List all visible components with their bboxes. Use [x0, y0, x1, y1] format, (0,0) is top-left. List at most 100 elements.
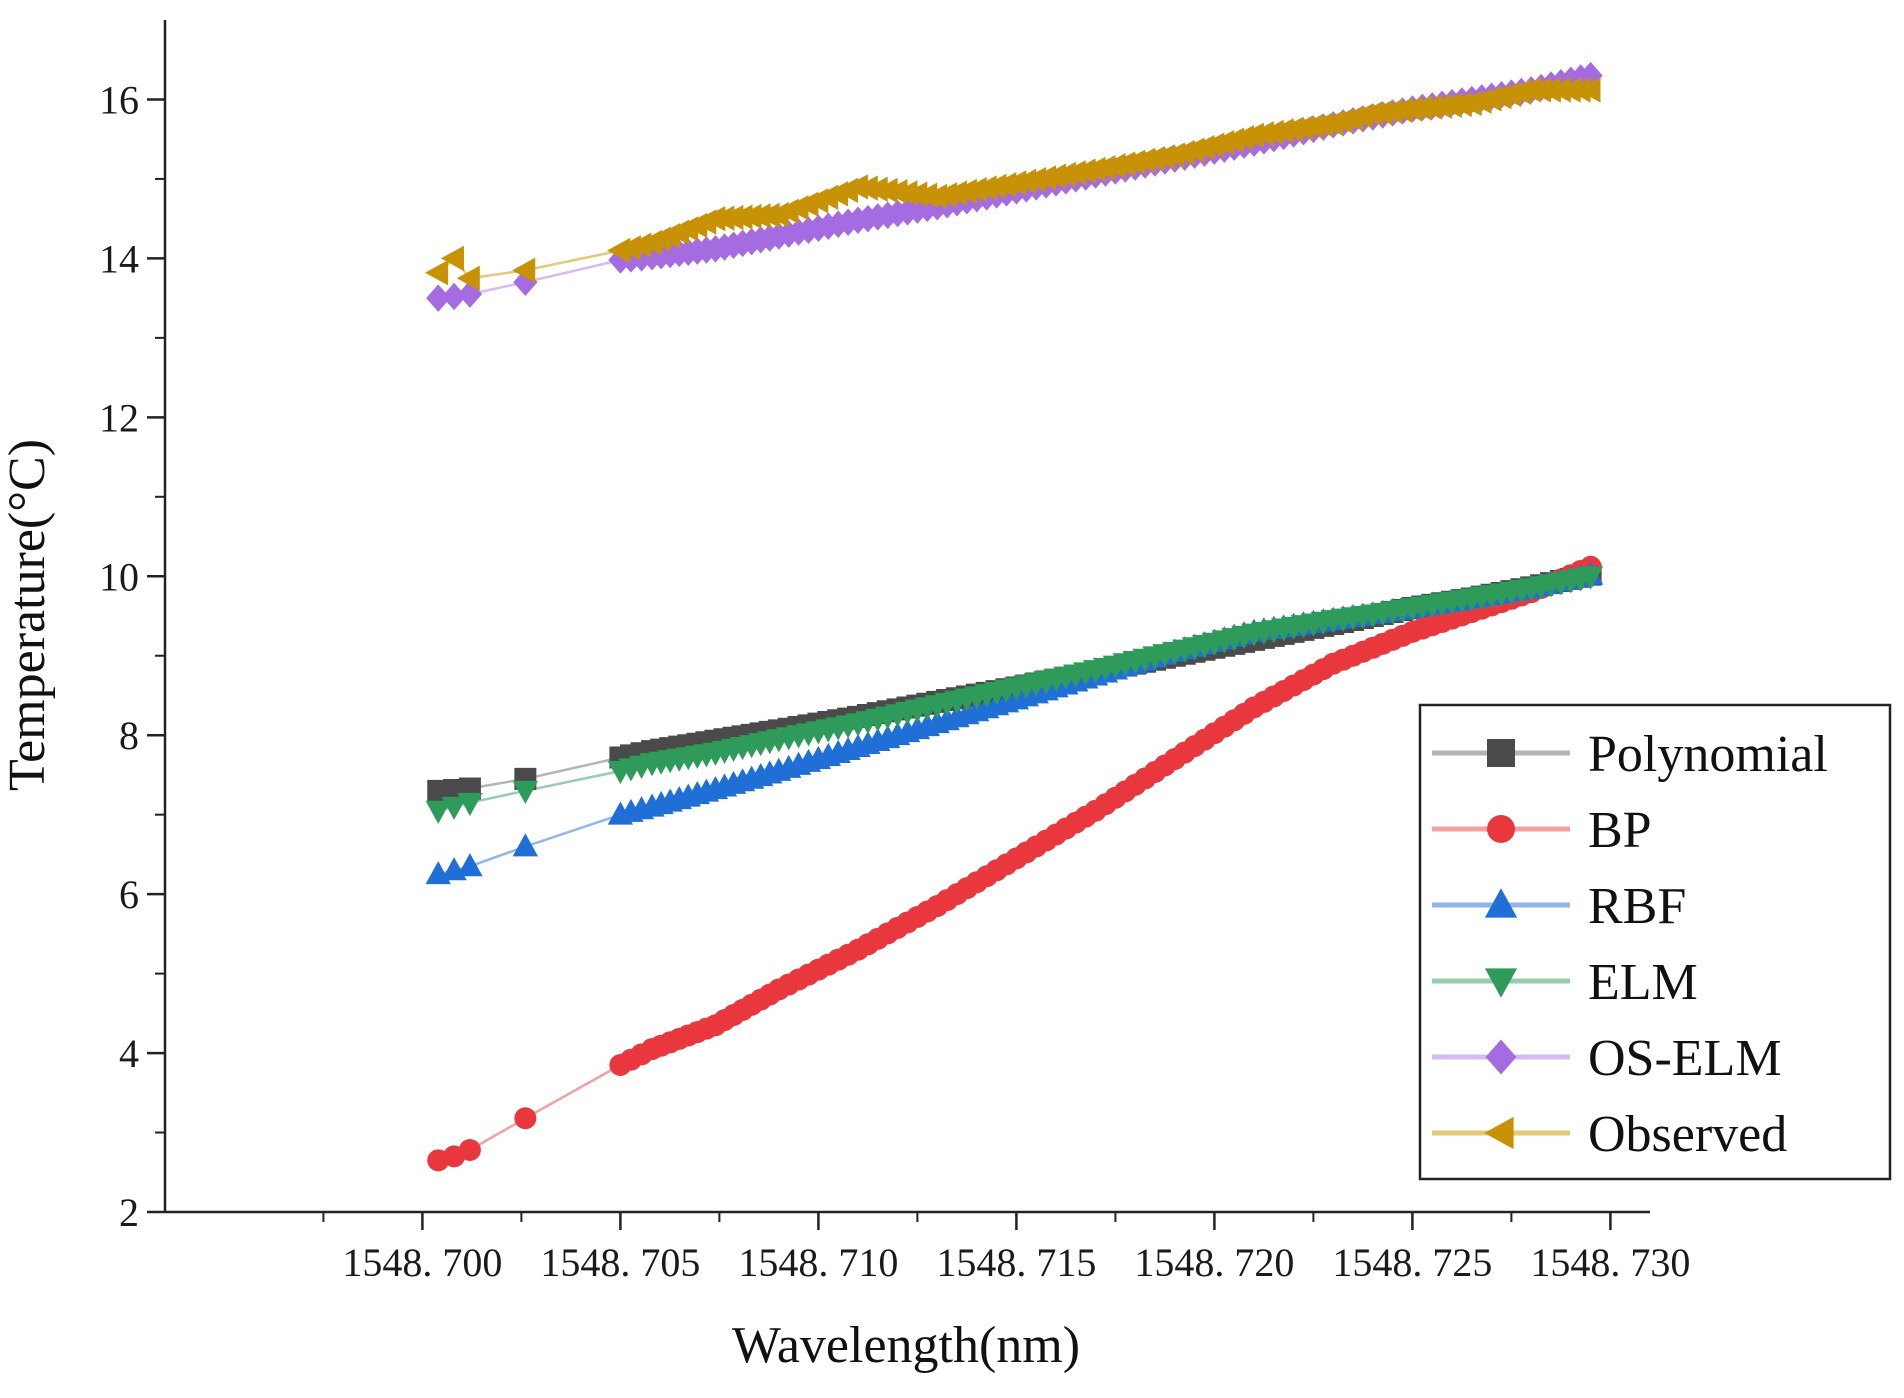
data-point-observed [512, 257, 536, 283]
x-tick-label: 1548. 700 [342, 1240, 502, 1285]
legend-label-bp: BP [1588, 802, 1652, 859]
data-point-observed [1310, 112, 1334, 138]
y-tick-label: 2 [119, 1190, 139, 1235]
data-point-observed [933, 182, 957, 208]
data-point-elm [1577, 566, 1604, 590]
data-point-observed [1448, 91, 1472, 118]
data-point-observed [1052, 161, 1076, 188]
data-point-observed [1023, 166, 1047, 193]
data-point-observed [1300, 113, 1324, 139]
legend-label-elm: ELM [1588, 954, 1698, 1011]
data-point-observed [973, 175, 997, 201]
legend-label-observed: Observed [1588, 1106, 1787, 1163]
data-point-observed [1082, 156, 1106, 183]
data-point-rbf [512, 833, 539, 857]
legend-marker-os-elm [1485, 1039, 1517, 1075]
y-tick-label: 6 [119, 872, 139, 917]
data-point-bp [514, 1107, 537, 1130]
data-point-observed [1488, 84, 1512, 110]
x-tick-label: 1548. 705 [540, 1240, 700, 1285]
series-markers [425, 61, 1604, 1172]
data-point-observed [943, 180, 967, 206]
data-point-observed [1072, 158, 1096, 184]
data-point-elm [512, 780, 539, 805]
data-point-os-elm [426, 284, 451, 312]
data-point-observed [983, 173, 1007, 199]
legend-label-rbf: RBF [1588, 878, 1686, 935]
data-point-observed [864, 176, 888, 202]
data-point-observed [914, 182, 938, 208]
data-point-observed [1151, 144, 1175, 170]
data-point-observed [1131, 147, 1155, 174]
data-point-observed [924, 183, 948, 210]
legend-marker-rbf [1484, 888, 1518, 918]
data-point-observed [1290, 115, 1314, 141]
data-point-observed [1468, 88, 1492, 114]
data-point-observed [854, 175, 878, 201]
data-point-observed [1112, 151, 1136, 177]
legend-marker-bp [1487, 815, 1515, 843]
data-point-observed [894, 180, 918, 206]
data-point-elm [457, 792, 483, 816]
data-point-observed [1032, 165, 1056, 191]
data-point-observed [1003, 170, 1027, 196]
data-point-observed [1379, 98, 1403, 125]
x-tick-label: 1548. 710 [738, 1240, 898, 1285]
data-point-observed [1458, 90, 1482, 117]
data-point-observed [963, 177, 987, 203]
x-tick-label: 1548. 715 [936, 1240, 1096, 1285]
x-axis-title: Wavelength(nm) [732, 1317, 1080, 1374]
series-markers-elm [425, 566, 1604, 824]
data-point-observed [1260, 119, 1284, 145]
data-point-observed [1428, 93, 1452, 119]
data-point-observed [1062, 160, 1086, 186]
data-point-observed [1250, 121, 1274, 147]
data-point-elm [441, 796, 467, 820]
data-point-observed [1478, 86, 1502, 112]
series-markers-observed [425, 77, 1601, 291]
data-point-elm [425, 800, 451, 824]
data-point-observed [1102, 153, 1126, 179]
legend-label-os-elm: OS-ELM [1588, 1030, 1782, 1087]
data-point-observed [1092, 154, 1116, 181]
y-axis-title: Temperature(°C) [0, 439, 56, 791]
data-point-observed [884, 178, 908, 205]
x-tick-label: 1548. 730 [1530, 1240, 1690, 1285]
legend-marker-observed [1484, 1116, 1514, 1150]
y-tick-label: 12 [99, 395, 139, 440]
y-tick-label: 14 [99, 236, 139, 281]
data-point-observed [1280, 116, 1304, 142]
legend-marker-elm [1484, 968, 1518, 998]
legend-label-polynomial: Polynomial [1588, 726, 1828, 783]
y-tick-label: 16 [99, 77, 139, 122]
data-point-observed [1419, 94, 1443, 120]
x-tick-label: 1548. 725 [1332, 1240, 1492, 1285]
data-point-observed [1270, 118, 1294, 144]
legend-box [1418, 703, 1892, 1181]
data-point-observed [456, 265, 480, 291]
data-point-observed [425, 260, 449, 286]
data-point-observed [993, 171, 1017, 198]
legend-marker-polynomial [1487, 739, 1515, 767]
data-point-observed [1577, 77, 1601, 103]
data-point-observed [1240, 122, 1264, 148]
data-point-observed [874, 177, 898, 204]
y-tick-label: 8 [119, 713, 139, 758]
data-point-observed [1438, 92, 1462, 118]
data-point-observed [1389, 97, 1413, 123]
data-point-observed [1399, 96, 1423, 122]
data-point-observed [1122, 149, 1146, 175]
data-point-os-elm [513, 268, 538, 296]
data-point-observed [440, 245, 464, 272]
data-point-observed [1498, 81, 1522, 108]
axes: 2 4 6 8 10 12 14 16 1548. 700 1548. 705 1548. 710 1… [99, 20, 1690, 1285]
data-point-observed [1042, 163, 1066, 189]
data-point-observed [1369, 99, 1393, 126]
legend: Polynomial BP RBF ELM OS-ELM Observed [1418, 703, 1892, 1181]
data-point-observed [1508, 79, 1532, 105]
y-tick-label: 4 [119, 1031, 139, 1076]
data-point-os-elm [441, 282, 467, 311]
data-point-observed [844, 174, 868, 200]
data-point-observed [1013, 168, 1037, 194]
